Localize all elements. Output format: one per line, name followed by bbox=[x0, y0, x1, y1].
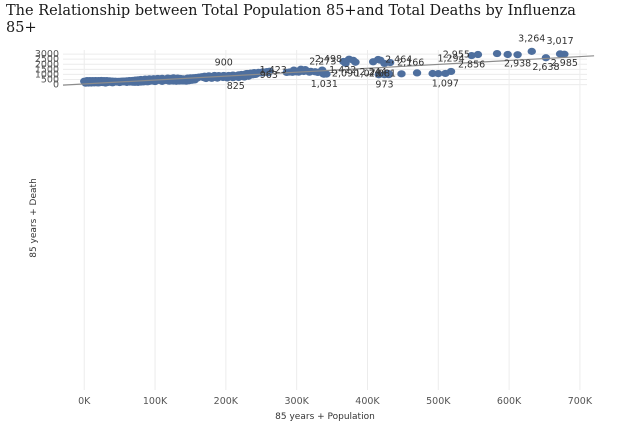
data-label: 2,856 bbox=[458, 60, 485, 71]
x-tick-label: 500K bbox=[426, 396, 451, 407]
y-tick-label: 3000 bbox=[35, 49, 59, 60]
scatter-point bbox=[231, 72, 240, 80]
y-tick-label: 2500 bbox=[35, 54, 59, 65]
x-tick-label: 300K bbox=[284, 396, 309, 407]
scatter-point bbox=[219, 71, 228, 80]
data-label: 2,464 bbox=[385, 55, 412, 66]
data-label: 1,031 bbox=[311, 79, 338, 90]
data-label: 973 bbox=[375, 80, 393, 91]
data-label: 825 bbox=[227, 81, 245, 92]
scatter-point bbox=[473, 50, 483, 59]
data-label: 2,955 bbox=[443, 50, 470, 61]
data-label: 1,422 bbox=[329, 65, 356, 76]
scatter-point bbox=[264, 69, 273, 77]
trend-line bbox=[62, 55, 595, 86]
scatter-point bbox=[527, 47, 536, 55]
y-tick-label: 2000 bbox=[35, 59, 59, 70]
grid-lines bbox=[63, 50, 587, 390]
scatter-point bbox=[492, 49, 502, 58]
x-tick-label: 700K bbox=[568, 396, 593, 407]
scatter-point bbox=[397, 70, 406, 78]
y-axis-title: 85 years + Death bbox=[29, 178, 39, 258]
scatter-point bbox=[503, 50, 512, 59]
chart-title: The Relationship between Total Populatio… bbox=[6, 3, 576, 36]
scatter-point bbox=[368, 58, 378, 66]
scatter-point bbox=[412, 69, 422, 77]
data-label: 2,938 bbox=[504, 59, 531, 70]
x-axis-title: 85 years + Population bbox=[275, 412, 375, 422]
scatter-point bbox=[380, 71, 389, 79]
data-label: 900 bbox=[215, 57, 233, 68]
x-tick-label: 100K bbox=[143, 396, 168, 407]
scatter-point bbox=[541, 54, 551, 62]
data-label: 1,097 bbox=[432, 78, 459, 89]
scatter-point bbox=[467, 51, 476, 60]
scatter-point bbox=[428, 69, 437, 78]
scatter-point bbox=[513, 51, 522, 59]
scatter-point bbox=[441, 69, 450, 78]
x-tick-label: 200K bbox=[214, 396, 239, 407]
data-label: 963 bbox=[260, 70, 278, 81]
scatter-point bbox=[320, 70, 329, 78]
y-tick-label: 1000 bbox=[35, 69, 59, 80]
data-label: 2,985 bbox=[551, 58, 578, 69]
data-label: 2,273 bbox=[309, 56, 336, 67]
data-label: 2,498 bbox=[315, 54, 342, 65]
data-label: 2,090 bbox=[332, 68, 359, 79]
data-label: 1,294 bbox=[437, 53, 464, 64]
data-label: 2,081 bbox=[369, 68, 396, 79]
scatter-point bbox=[380, 59, 389, 68]
data-label: 3,264 bbox=[518, 33, 545, 44]
y-tick-label: 0 bbox=[53, 80, 59, 91]
x-tick-label: 400K bbox=[355, 396, 380, 407]
data-label: 1,078 bbox=[355, 69, 382, 80]
data-labels: 3,264 3,017 2,955 2,985 2,938 2,856 2,638 2,498… bbox=[215, 33, 578, 92]
y-tick-label: 500 bbox=[41, 75, 59, 86]
scatter-point bbox=[341, 59, 350, 67]
data-label: 2,638 bbox=[532, 62, 559, 73]
x-tick-label: 600K bbox=[497, 396, 522, 407]
data-label: 2,166 bbox=[397, 58, 424, 69]
y-tick-label: 1500 bbox=[35, 64, 59, 75]
scatter-point bbox=[189, 75, 198, 84]
data-label: 3,017 bbox=[546, 36, 573, 47]
scatter-point bbox=[560, 50, 569, 58]
data-label: 2,244 bbox=[360, 67, 387, 78]
data-label: 1,423 bbox=[260, 65, 287, 76]
scatter-point bbox=[129, 78, 139, 86]
x-tick-label: 0K bbox=[78, 396, 91, 407]
scatter-point bbox=[122, 78, 131, 86]
x-axis-ticks: 0K 100K 200K 300K 400K 500K 600K 700K bbox=[78, 396, 593, 407]
